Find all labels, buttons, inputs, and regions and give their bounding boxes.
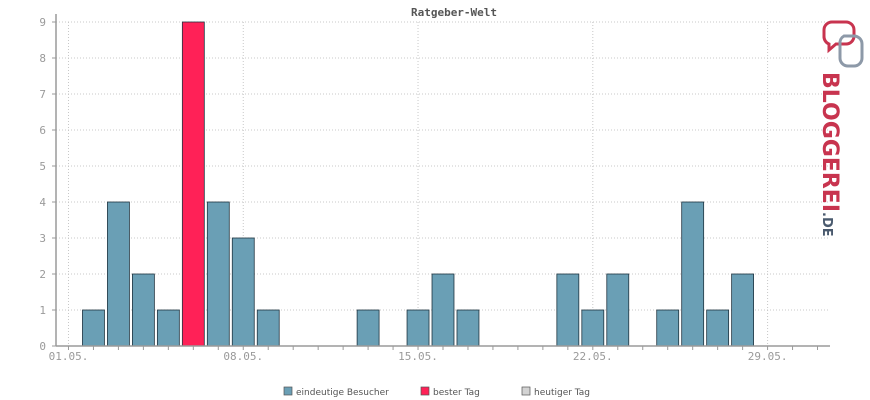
bar <box>656 309 680 347</box>
chart-title: Ratgeber-Welt <box>411 6 497 19</box>
bloggerei-speech-icon <box>822 20 864 68</box>
brand-suffix-text: .DE <box>819 212 834 237</box>
bar <box>256 309 280 347</box>
bar <box>82 309 105 347</box>
bloggerei-logo: BLOGGEREI.DE <box>817 20 864 237</box>
bar-best-day <box>181 21 205 347</box>
x-tick-label: 15.05. <box>398 350 438 363</box>
y-tick-label: 9 <box>39 16 46 29</box>
y-tick-label: 8 <box>39 52 46 65</box>
bar <box>706 309 730 347</box>
bar <box>556 273 580 347</box>
y-tick-label: 0 <box>39 340 46 353</box>
bar <box>231 237 255 347</box>
bar <box>406 309 430 347</box>
bar <box>581 309 605 347</box>
legend-label: heutiger Tag <box>534 388 590 398</box>
bar <box>132 273 155 347</box>
bar <box>731 273 754 347</box>
bar <box>156 309 180 347</box>
legend-swatch <box>521 386 531 396</box>
y-tick-label: 4 <box>39 196 46 209</box>
bar <box>456 309 480 347</box>
bar <box>356 309 380 347</box>
y-tick-label: 5 <box>39 160 46 173</box>
legend: eindeutige Besucher bester Tag heutiger Ta… <box>283 386 590 398</box>
y-tick-label: 6 <box>39 124 46 137</box>
brand-main-text: BLOGGEREI <box>817 72 842 212</box>
y-tick-label: 7 <box>39 88 46 101</box>
x-tick-label: 22.05. <box>573 350 613 363</box>
legend-label: bester Tag <box>433 388 480 398</box>
axes: 0 1 2 3 4 5 6 7 8 9 01.05. 08.05. 15.05. 22.05. 29.05. <box>39 14 830 363</box>
legend-label: eindeutige Besucher <box>296 388 389 398</box>
y-tick-label: 3 <box>39 232 46 245</box>
x-tick-label: 08.05. <box>223 350 263 363</box>
legend-swatch <box>283 386 293 396</box>
bar <box>107 201 130 347</box>
bloggerei-wordmark: BLOGGEREI.DE <box>817 72 842 237</box>
y-tick-label: 2 <box>39 268 46 281</box>
legend-swatch <box>420 386 430 396</box>
x-tick-label: 29.05. <box>748 350 788 363</box>
x-tick-label: 01.05. <box>49 350 89 363</box>
bar <box>206 201 230 347</box>
bar <box>606 273 630 347</box>
bar <box>431 273 455 347</box>
y-tick-label: 1 <box>39 304 46 317</box>
bar <box>681 201 705 347</box>
